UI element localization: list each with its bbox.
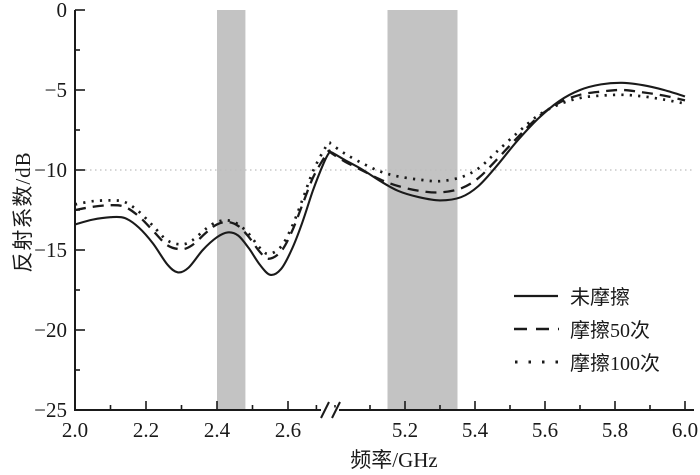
y-axis-title: 反射系数/dB — [11, 151, 35, 273]
x-axis-title: 频率/GHz — [350, 448, 438, 472]
legend-label-dotted: 摩擦100次 — [570, 353, 660, 375]
series-line-dotted — [74, 93, 686, 256]
axis-break-gap — [321, 407, 339, 414]
dashed-line-icon — [514, 327, 559, 330]
legend-label-dashed: 摩擦50次 — [570, 320, 650, 342]
axis-break-slash — [320, 401, 330, 419]
y-tick-label: −20 — [34, 318, 67, 342]
y-tick-label: −5 — [45, 78, 67, 102]
y-tick-label: 0 — [57, 0, 68, 22]
dotted-line-icon — [515, 360, 559, 363]
x-tick-label: 6.0 — [672, 418, 698, 442]
x-tick-label: 2.4 — [204, 418, 231, 442]
x-tick-label: 5.4 — [462, 418, 489, 442]
solid-line-icon — [514, 294, 558, 297]
x-tick-label: 2.2 — [133, 418, 159, 442]
legend-item-dotted: 摩擦100次 — [513, 349, 660, 375]
x-tick-label: 2.6 — [275, 418, 301, 442]
axis-break-slash — [331, 401, 341, 419]
highlight-band-1 — [217, 10, 246, 410]
y-tick-label: −25 — [34, 398, 67, 422]
legend: 未摩擦 摩擦50次 摩擦100次 — [513, 283, 660, 375]
x-tick-label: 2.0 — [62, 418, 88, 442]
legend-item-solid: 未摩擦 — [513, 283, 660, 309]
y-tick-label: −10 — [34, 158, 67, 182]
legend-item-dashed: 摩擦50次 — [513, 316, 660, 342]
x-tick-label: 5.2 — [392, 418, 418, 442]
legend-label-solid: 未摩擦 — [570, 287, 630, 309]
highlight-band-2 — [387, 10, 458, 410]
x-tick-label: 5.6 — [532, 418, 558, 442]
x-tick-label: 5.8 — [602, 418, 628, 442]
series-line-dashed — [74, 88, 686, 260]
y-tick-label: −15 — [34, 238, 67, 262]
